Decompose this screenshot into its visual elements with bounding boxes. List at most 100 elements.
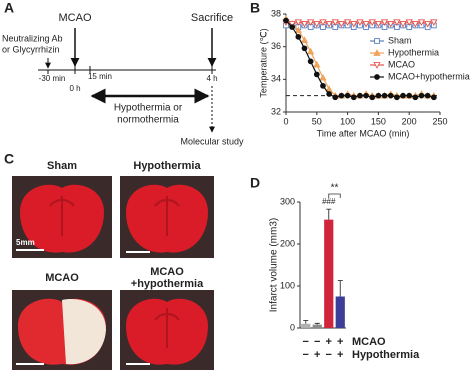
condition-sign: + <box>337 336 343 348</box>
image-label: +hypothermia <box>131 278 204 290</box>
marker <box>418 92 425 99</box>
y-axis-label: Temperature (℃) <box>258 28 268 97</box>
marker <box>387 92 394 99</box>
marker <box>405 19 413 27</box>
y-tick-label: 0 <box>290 322 295 332</box>
condition-sign: − <box>314 336 320 348</box>
y-tick-label: 36 <box>271 41 281 51</box>
condition-sign: + <box>337 349 343 361</box>
marker <box>300 36 309 43</box>
condition-sign: + <box>326 336 332 348</box>
marker <box>356 19 364 27</box>
marker <box>387 20 395 28</box>
annotation: ### <box>322 197 336 206</box>
marker <box>325 20 333 28</box>
marker <box>417 19 426 27</box>
y-tick-label: 100 <box>280 280 295 290</box>
marker <box>399 20 407 28</box>
error-bar <box>303 319 309 324</box>
image-label: Hypothermia <box>133 160 201 172</box>
marker <box>374 20 383 28</box>
condition-sign: − <box>326 349 332 361</box>
marker <box>400 92 406 99</box>
x-tick-label: 0 <box>283 116 288 126</box>
legend-label: MCAO+hypothermia <box>388 71 470 81</box>
end-label: Sacrifice <box>191 12 233 24</box>
time-label: 15 min <box>88 72 112 81</box>
legend-marker <box>374 38 380 44</box>
y-axis-label: Infarct volume (mm3) <box>269 218 280 312</box>
treatment-label: Hypothermia or <box>114 103 183 114</box>
x-tick-label: 250 <box>432 116 447 126</box>
legend-label: MCAO <box>388 59 415 69</box>
legend-marker <box>374 74 380 80</box>
image-label: Sham <box>47 160 77 172</box>
marker <box>306 19 315 27</box>
condition-sign: − <box>303 336 309 348</box>
condition-label: MCAO <box>352 336 386 348</box>
marker <box>313 20 321 28</box>
pretreat-label: Neutralizing Ab <box>2 33 63 43</box>
bar <box>301 323 311 328</box>
marker <box>424 20 432 28</box>
scale-bar-label: 5mm <box>16 238 35 247</box>
time-label: 0 h <box>69 84 80 93</box>
panel-label: D <box>250 175 260 191</box>
marker <box>369 94 376 101</box>
marker <box>313 60 321 68</box>
image-label: MCAO <box>150 266 184 278</box>
marker <box>368 19 376 27</box>
marker <box>320 83 326 89</box>
brain-image <box>12 176 112 258</box>
y-tick-label: 32 <box>271 106 281 116</box>
condition-sign: + <box>314 349 320 361</box>
bar <box>324 219 334 328</box>
y-tick-label: 38 <box>271 8 281 18</box>
marker <box>393 19 401 27</box>
legend-label: Hypothermia <box>388 47 439 57</box>
marker <box>332 94 339 101</box>
error-bar <box>326 208 332 220</box>
marker <box>412 94 419 101</box>
brain-image <box>12 290 112 370</box>
marker <box>381 92 388 99</box>
brain-image <box>120 176 214 258</box>
marker <box>294 19 302 27</box>
legend-marker <box>373 49 381 56</box>
treatment-label: normothermia <box>117 115 179 126</box>
outcome-label: Molecular study <box>180 136 244 146</box>
marker <box>344 92 351 99</box>
y-tick-label: 200 <box>280 238 295 248</box>
marker <box>411 20 420 28</box>
start-label: MCAO <box>59 12 92 24</box>
marker <box>331 19 339 27</box>
error-bar <box>314 322 320 325</box>
marker <box>394 94 400 101</box>
marker <box>326 91 332 97</box>
marker <box>343 19 352 27</box>
marker <box>338 92 345 99</box>
x-tick-label: 100 <box>340 116 355 126</box>
marker <box>406 92 413 99</box>
marker <box>283 17 289 24</box>
x-tick-label: 200 <box>402 116 417 126</box>
marker <box>363 92 369 99</box>
x-tick-label: 50 <box>312 116 322 126</box>
y-tick-label: 34 <box>271 74 281 84</box>
brain-image <box>120 290 214 370</box>
marker <box>295 34 302 40</box>
marker <box>307 58 314 65</box>
panel-label: B <box>250 0 260 16</box>
time-label: -30 min <box>39 74 66 83</box>
bar <box>335 296 345 328</box>
panel-label: A <box>4 0 14 16</box>
marker <box>357 92 363 99</box>
bar <box>312 324 322 328</box>
error-bar <box>337 280 343 297</box>
y-tick-label: 300 <box>280 196 295 206</box>
image-label: MCAO <box>45 272 79 284</box>
bracket <box>328 193 341 198</box>
marker <box>375 92 382 99</box>
pretreat-label: or Glycyrrhizin <box>2 44 60 54</box>
